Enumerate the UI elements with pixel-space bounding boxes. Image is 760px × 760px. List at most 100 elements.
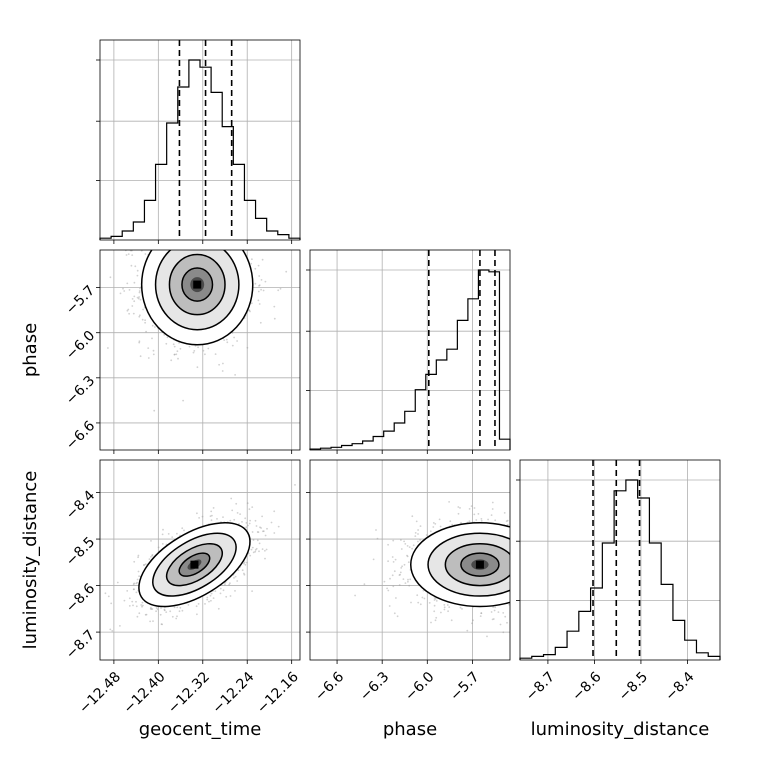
scatter-phase-vs-luminosity_distance-point [506,621,508,624]
scatter-phase-vs-luminosity_distance-point [522,550,524,552]
scatter-geocent_time-vs-phase-point [229,244,231,246]
scatter-phase-vs-luminosity_distance-point [446,604,449,606]
scatter-geocent_time-vs-luminosity_distance-point [171,615,174,618]
scatter-geocent_time-vs-phase-point [125,254,128,256]
scatter-geocent_time-vs-phase-point [196,229,198,231]
scatter-geocent_time-vs-phase-point [236,340,239,342]
scatter-phase-vs-luminosity_distance-point [550,589,552,591]
scatter-phase-vs-luminosity_distance-point [508,603,510,606]
scatter-geocent_time-vs-luminosity_distance-point [251,590,254,592]
scatter-geocent_time-vs-luminosity_distance-point [159,613,162,616]
scatter-phase-vs-luminosity_distance-point [511,574,513,576]
scatter-geocent_time-vs-phase-point [155,232,157,234]
scatter-geocent_time-vs-phase-point [133,244,135,246]
scatter-geocent_time-vs-luminosity_distance-point [273,510,276,513]
scatter-phase-vs-luminosity_distance-point [409,578,412,581]
ylabel-luminosity_distance: luminosity_distance [20,471,41,650]
scatter-phase-vs-luminosity_distance-point [511,552,513,554]
scatter-geocent_time-vs-luminosity_distance-point [143,564,145,567]
scatter-phase-vs-luminosity_distance-point [514,574,516,576]
scatter-phase-vs-luminosity_distance-point [524,555,526,557]
scatter-geocent_time-vs-phase-point [207,347,210,350]
scatter-geocent_time-vs-luminosity_distance-point [231,509,234,512]
scatter-geocent_time-vs-phase-point [225,338,228,341]
scatter-phase-vs-luminosity_distance-point [435,600,438,602]
scatter-geocent_time-vs-luminosity_distance-point [116,581,119,584]
scatter-phase-vs-luminosity_distance-point [513,567,515,569]
scatter-phase-vs-luminosity_distance-point [383,580,386,583]
scatter-geocent_time-vs-luminosity_distance-point [169,610,172,613]
scatter-geocent_time-vs-luminosity_distance-point [255,525,258,527]
scatter-phase-vs-luminosity_distance-point [511,559,513,561]
scatter-phase-vs-luminosity_distance-point [523,587,525,589]
scatter-geocent_time-vs-luminosity_distance-point [264,534,267,537]
scatter-geocent_time-vs-phase-point [246,346,249,349]
scatter-phase-vs-luminosity_distance-point [451,523,454,526]
scatter-geocent_time-vs-phase-point [210,248,212,250]
scatter-geocent_time-vs-phase-point [215,235,217,237]
scatter-geocent_time-vs-phase-point [181,248,183,250]
scatter-geocent_time-vs-phase-point [182,247,184,249]
scatter-geocent_time-vs-phase-point [133,281,136,284]
scatter-phase-vs-luminosity_distance-point [417,529,419,531]
scatter-geocent_time-vs-phase-point [172,343,175,346]
scatter-geocent_time-vs-phase-point [249,310,251,313]
scatter-phase-vs-luminosity_distance-point [517,549,519,551]
scatter-phase-vs-luminosity_distance-point [472,619,474,622]
scatter-geocent_time-vs-phase-point [166,336,169,339]
scatter-phase-vs-luminosity_distance-point [400,539,402,541]
scatter-phase-vs-luminosity_distance-point [434,523,437,525]
scatter-phase-vs-luminosity_distance-point [528,576,530,578]
scatter-phase-vs-luminosity_distance-point [389,577,391,580]
scatter-phase-vs-luminosity_distance-point [515,550,517,552]
scatter-geocent_time-vs-phase-point [221,211,223,213]
scatter-geocent_time-vs-phase-point [182,221,184,223]
scatter-geocent_time-vs-phase-point [187,227,189,229]
scatter-geocent_time-vs-phase-point [177,236,179,238]
scatter-phase-vs-luminosity_distance-point [550,575,552,577]
scatter-geocent_time-vs-luminosity_distance-point [219,592,222,595]
scatter-geocent_time-vs-luminosity_distance-point [181,527,184,530]
scatter-phase-vs-luminosity_distance-point [513,588,515,590]
scatter-phase-vs-luminosity_distance-point [521,548,523,550]
scatter-geocent_time-vs-phase-point [193,234,195,236]
scatter-geocent_time-vs-luminosity_distance-point [264,557,266,560]
scatter-phase-vs-luminosity_distance-point [443,608,446,611]
scatter-geocent_time-vs-luminosity_distance-point [141,605,143,608]
scatter-geocent_time-vs-phase-point [196,235,198,237]
scatter-phase-vs-luminosity_distance-point [411,515,414,518]
scatter-phase-vs-luminosity_distance-point [526,542,528,544]
scatter-phase-vs-luminosity_distance-point [517,576,519,578]
hist-phase-steps [309,269,511,450]
scatter-phase-vs-luminosity_distance-point [544,563,546,565]
scatter-geocent_time-vs-luminosity_distance-point [136,581,139,584]
scatter-phase-vs-luminosity_distance-point [514,541,516,543]
scatter-phase-vs-luminosity_distance-point [536,635,538,637]
scatter-phase-vs-luminosity_distance-point [531,547,533,549]
scatter-geocent_time-vs-phase-point [188,345,191,348]
scatter-geocent_time-vs-phase-point [209,244,211,246]
scatter-phase-vs-luminosity_distance-point [525,562,527,564]
scatter-phase-vs-luminosity_distance-point [512,531,514,533]
scatter-phase-vs-luminosity_distance-point [516,544,518,546]
scatter-phase-vs-luminosity_distance-point [515,584,517,586]
scatter-geocent_time-vs-luminosity_distance-point [149,620,152,623]
scatter-phase-vs-luminosity_distance-point [515,566,517,568]
scatter-phase-vs-luminosity_distance-point [520,587,522,589]
scatter-phase-vs-luminosity_distance-point [432,522,435,524]
scatter-phase-vs-luminosity_distance-point [532,547,534,549]
scatter-geocent_time-vs-luminosity_distance-point [161,623,164,626]
scatter-geocent_time-vs-phase-point [257,264,260,267]
scatter-geocent_time-vs-luminosity_distance-point [222,516,224,518]
scatter-geocent_time-vs-phase-point [193,350,196,352]
scatter-geocent_time-vs-luminosity_distance-point [247,524,249,527]
scatter-geocent_time-vs-phase-point [257,290,260,293]
scatter-phase-vs-luminosity_distance-point [526,558,528,560]
scatter-phase-vs-luminosity_distance-point [529,543,531,545]
scatter-phase-vs-luminosity_distance-point [432,526,435,528]
scatter-phase-vs-luminosity_distance-point [538,558,540,560]
scatter-geocent_time-vs-phase-point [128,289,131,291]
scatter-phase-vs-luminosity_distance-point [542,560,544,562]
scatter-geocent_time-vs-luminosity_distance-point [138,612,141,615]
scatter-geocent_time-vs-phase-point [168,223,170,225]
